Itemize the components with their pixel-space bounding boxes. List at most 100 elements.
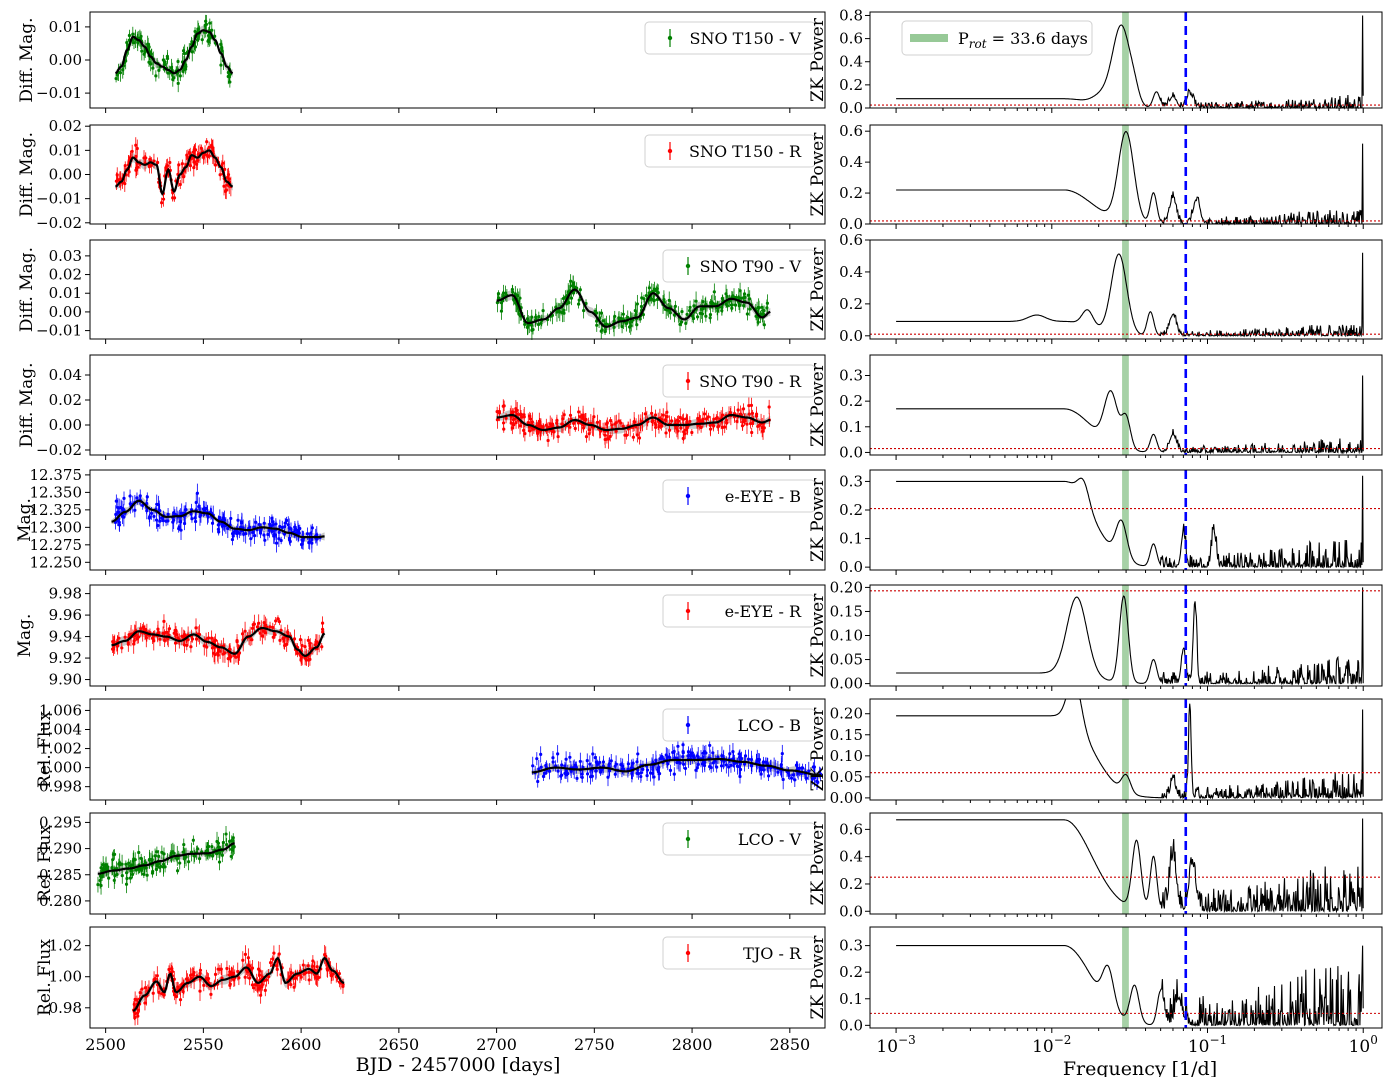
data-point <box>202 644 206 648</box>
y-axis-label: Diff. Mag. <box>17 362 37 447</box>
y-axis-label: ZK Power <box>808 247 828 332</box>
data-point <box>708 427 713 431</box>
legend-marker <box>685 608 691 614</box>
data-point <box>297 531 301 535</box>
data-point <box>178 861 182 865</box>
data-point <box>135 998 139 1002</box>
x-tick-label: 2500 <box>85 1035 126 1054</box>
data-point <box>511 290 515 294</box>
data-point <box>692 304 696 308</box>
y-tick-label: 0.02 <box>49 117 82 135</box>
data-point <box>157 854 161 859</box>
data-point <box>209 992 213 996</box>
y-axis-label: ZK Power <box>808 707 828 792</box>
y-axis-label: Rel. Flux <box>35 825 55 902</box>
data-point <box>306 638 310 642</box>
data-point <box>257 973 262 977</box>
data-point <box>127 33 132 38</box>
data-point <box>547 769 552 773</box>
data-point <box>299 656 303 661</box>
y-axis-label: Mag. <box>15 498 35 542</box>
data-point <box>619 421 623 425</box>
data-point <box>700 312 705 316</box>
legend-box <box>662 594 816 628</box>
data-point <box>145 873 149 877</box>
data-point <box>521 428 526 433</box>
data-point <box>558 310 562 314</box>
y-tick-label: 0.1 <box>839 418 863 436</box>
y-axis-label: Diff. Mag. <box>17 247 37 332</box>
data-point <box>192 148 196 152</box>
y-tick-label: 0.295 <box>39 813 82 831</box>
data-point <box>661 413 665 417</box>
data-point <box>320 645 324 649</box>
data-point <box>123 163 127 168</box>
y-tick-label: 0.290 <box>39 840 82 858</box>
y-tick-label: 0.2 <box>839 875 863 893</box>
data-point <box>188 164 193 168</box>
data-point <box>748 307 752 311</box>
data-point <box>668 311 672 315</box>
x-tick-label: 10−1 <box>1188 1033 1227 1057</box>
x-tick-label: 2800 <box>672 1035 713 1054</box>
data-point <box>541 309 545 313</box>
data-point <box>243 629 247 633</box>
data-point <box>193 29 197 34</box>
data-point <box>149 62 153 66</box>
y-tick-label: 0.0 <box>839 1016 863 1034</box>
data-point <box>114 179 119 183</box>
data-point <box>741 420 745 424</box>
data-point <box>747 412 751 416</box>
legend-marker <box>685 263 691 269</box>
data-point <box>704 314 708 318</box>
y-tick-label: 9.90 <box>49 671 82 689</box>
data-point <box>793 778 797 782</box>
data-point <box>660 756 664 760</box>
legend-box <box>662 479 816 513</box>
data-point <box>571 281 575 285</box>
y-tick-label: 0.20 <box>830 705 863 723</box>
data-point <box>99 883 103 888</box>
data-point <box>210 28 214 32</box>
data-point <box>543 771 547 775</box>
data-point <box>676 419 681 423</box>
data-point <box>501 421 506 425</box>
data-point <box>685 426 689 430</box>
data-point <box>608 434 612 439</box>
legend: LCO - B <box>662 708 816 742</box>
legend-label: e-EYE - R <box>725 602 802 621</box>
rotation-period-band <box>1122 585 1129 686</box>
data-point <box>255 625 260 629</box>
data-point <box>155 502 159 506</box>
data-point <box>151 991 155 995</box>
data-point <box>546 438 550 443</box>
data-point <box>716 309 720 313</box>
data-point <box>197 857 202 861</box>
data-point <box>581 413 585 417</box>
data-point <box>149 511 154 515</box>
data-point <box>187 150 192 155</box>
data-point <box>114 76 118 81</box>
data-point <box>295 651 300 655</box>
data-point <box>537 767 541 771</box>
rotation-period-band <box>1122 12 1129 108</box>
data-point <box>177 527 181 531</box>
data-point <box>117 506 121 510</box>
y-tick-label: 0.0 <box>839 443 863 461</box>
data-point <box>650 297 654 301</box>
data-point <box>662 297 666 302</box>
left-x-axis-label: BJD - 2457000 [days] <box>356 1054 561 1076</box>
data-point <box>497 296 501 300</box>
data-point <box>272 951 276 955</box>
data-point <box>222 184 226 188</box>
data-point <box>307 978 311 982</box>
data-point <box>789 776 794 780</box>
data-point <box>656 766 660 770</box>
data-point <box>124 862 128 866</box>
data-point <box>293 527 298 531</box>
data-point <box>140 987 144 991</box>
data-point <box>761 429 765 433</box>
data-point <box>134 154 138 158</box>
